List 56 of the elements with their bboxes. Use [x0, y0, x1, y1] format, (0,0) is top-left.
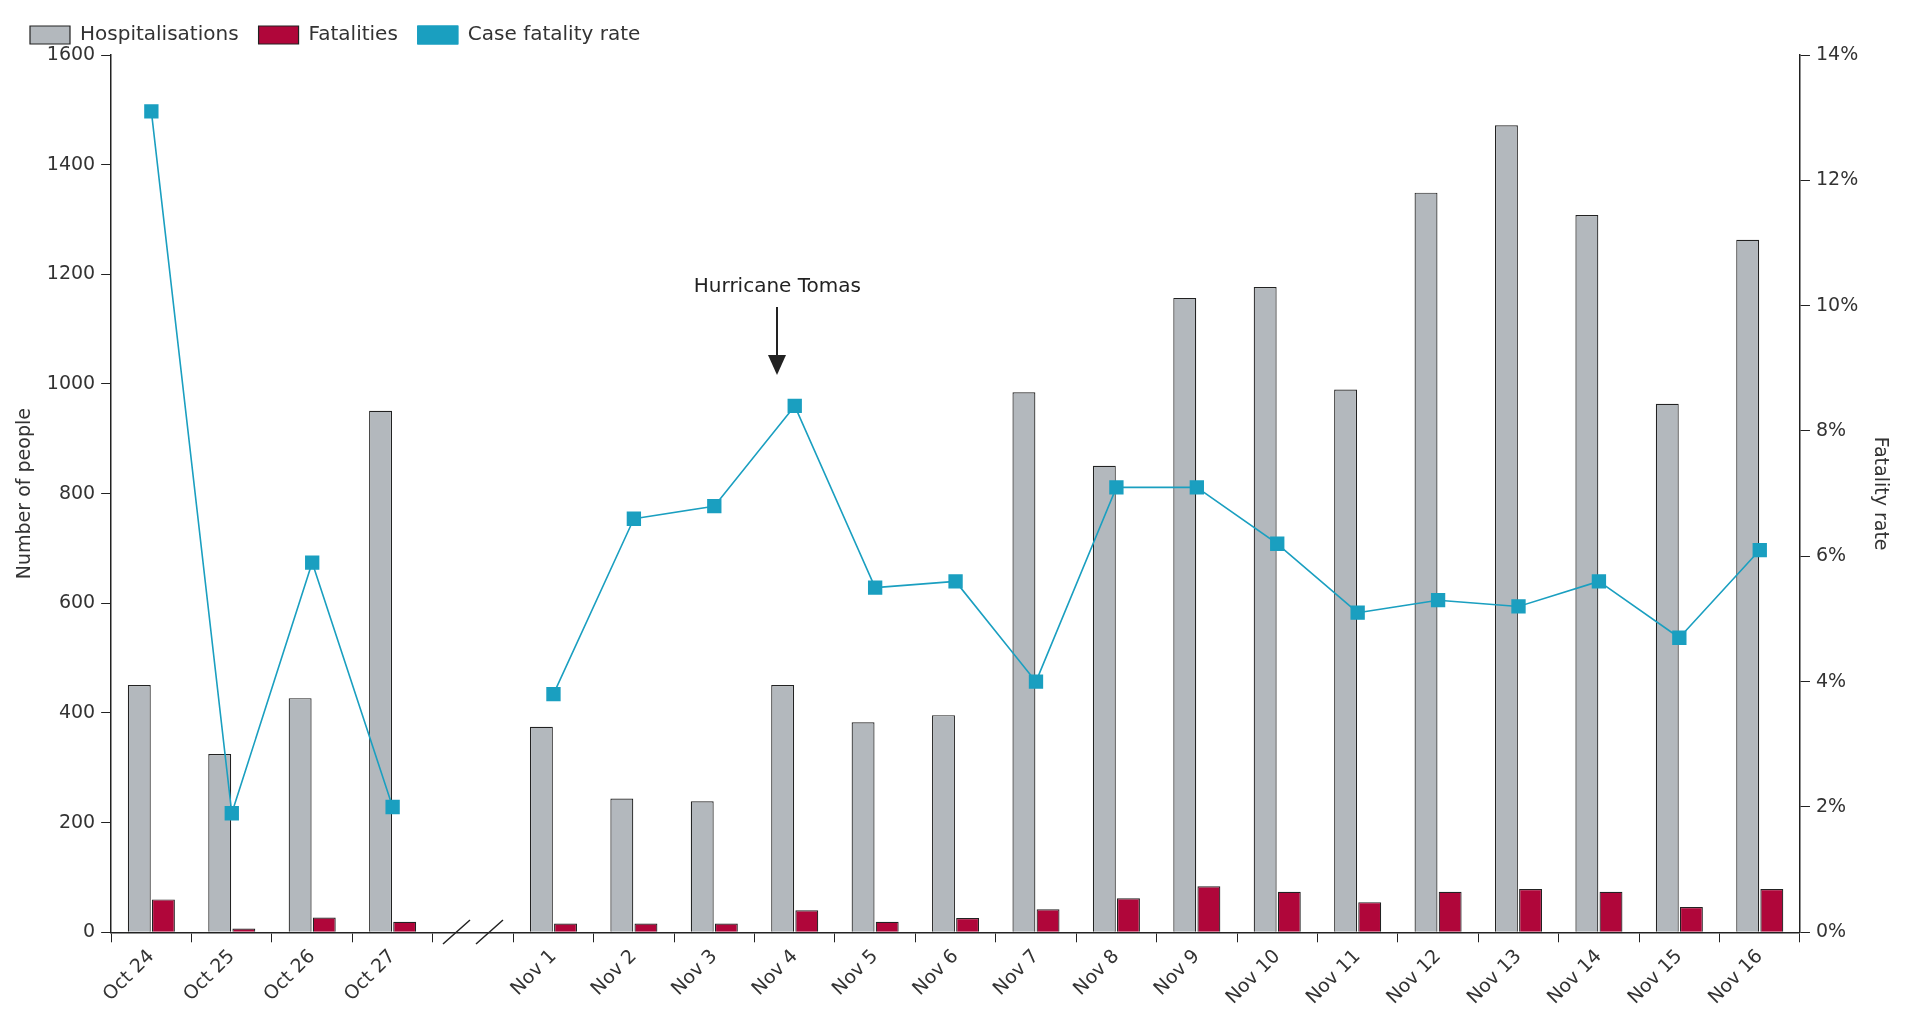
- point: [1028, 674, 1044, 689]
- y-tick-label: 1200: [46, 261, 96, 284]
- x-tick-label: Nov 13: [1461, 944, 1525, 1008]
- point: [707, 499, 722, 514]
- point: [1672, 630, 1687, 645]
- y2-tick-label: 2%: [1815, 793, 1847, 816]
- x-tick-label: Nov 15: [1622, 944, 1686, 1008]
- y-tick-label: 800: [58, 480, 96, 503]
- point: [1511, 599, 1526, 614]
- annotation: Hurricane Tomas: [693, 273, 861, 298]
- point: [626, 511, 642, 526]
- point: [1591, 574, 1607, 589]
- point: [1430, 593, 1446, 608]
- x-tick-label: Oct 26: [258, 944, 319, 1005]
- x-tick-label: Nov 12: [1381, 944, 1445, 1008]
- y2-tick-label: 4%: [1815, 668, 1847, 691]
- y2-tick-label: 14%: [1815, 41, 1859, 64]
- x-tick-label: Nov 11: [1300, 944, 1364, 1008]
- legend-label: Fatalities: [308, 21, 398, 46]
- y-tick-label: 200: [58, 809, 96, 832]
- legend-label: Case fatality rate: [467, 21, 641, 46]
- point: [867, 580, 883, 595]
- x-tick-label: Oct 27: [338, 944, 399, 1005]
- y2-tick-label: 8%: [1815, 417, 1847, 440]
- y2-tick-label: 6%: [1815, 543, 1847, 566]
- point: [385, 799, 400, 815]
- x-tick-label: Nov 10: [1220, 944, 1284, 1008]
- point: [948, 574, 963, 589]
- point: [144, 104, 159, 119]
- point: [1109, 480, 1124, 495]
- x-tick-label: Nov 5: [826, 944, 882, 999]
- point: [305, 555, 320, 570]
- point: [224, 806, 239, 821]
- point: [1189, 480, 1204, 495]
- point: [546, 687, 561, 702]
- x-tick-label: Nov 14: [1542, 944, 1606, 1008]
- point: [787, 398, 802, 414]
- y-tick-label: 1000: [46, 370, 96, 393]
- x-tick-label: Nov 8: [1068, 944, 1123, 999]
- point: [1752, 542, 1767, 558]
- y-axis-title: Number of people: [12, 408, 35, 580]
- y2-tick-label: 12%: [1815, 167, 1859, 190]
- y-tick-label: 0: [83, 919, 96, 942]
- x-tick-label: Nov 7: [987, 944, 1043, 999]
- y2-axis-title: Fatality rate: [1870, 436, 1893, 551]
- x-tick-label: Oct 24: [97, 944, 158, 1005]
- x-tick-label: Oct 25: [177, 944, 239, 1005]
- y2-tick-label: 0%: [1815, 919, 1847, 942]
- y-tick-label: 1400: [46, 151, 96, 174]
- y-tick-label: 400: [58, 699, 96, 722]
- y2-tick-label: 10%: [1815, 292, 1859, 315]
- point: [1350, 605, 1365, 620]
- x-tick-label: Nov 16: [1702, 944, 1767, 1008]
- x-tick-label: Nov 3: [666, 944, 721, 999]
- y-tick-label: 600: [58, 590, 96, 613]
- point: [1270, 536, 1285, 551]
